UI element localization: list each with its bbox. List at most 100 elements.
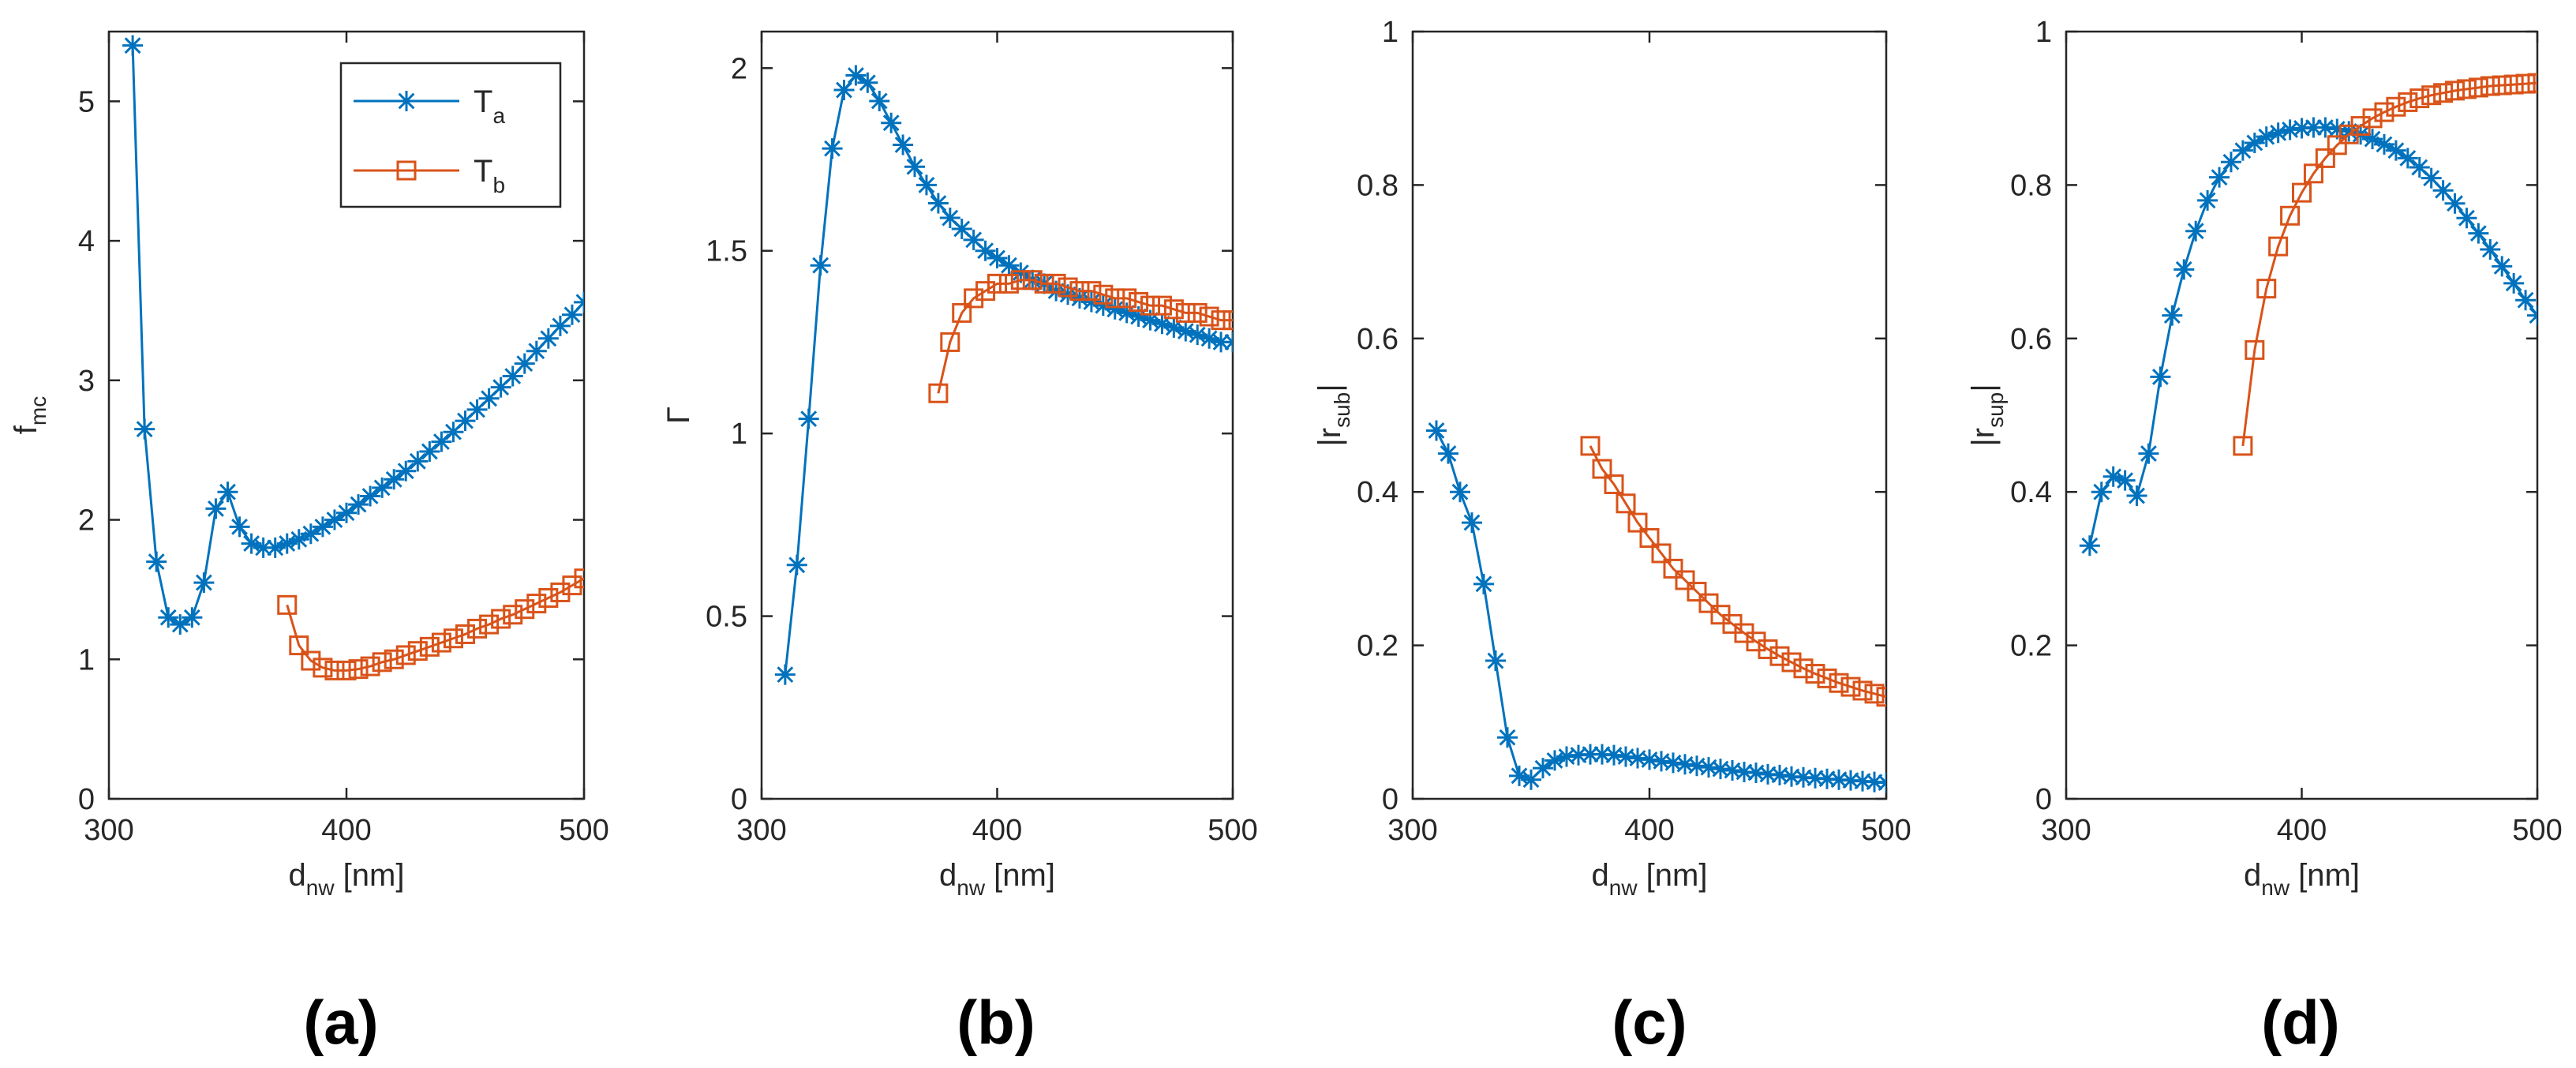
data-point: [1829, 769, 1849, 790]
data-point: [134, 418, 155, 440]
data-point: [407, 641, 428, 661]
data-point: [229, 516, 250, 538]
data-point: [300, 523, 321, 545]
x-tick-label: 400: [2277, 814, 2327, 847]
data-point: [1129, 292, 1149, 313]
panel-label: (c): [1612, 987, 1687, 1057]
data-point: [1805, 664, 1825, 684]
data-point: [2456, 208, 2477, 229]
data-point: [1758, 763, 1778, 785]
data-point: [1651, 543, 1672, 564]
x-tick-label: 500: [1208, 814, 1257, 847]
data-point: [478, 388, 500, 409]
series-ta: [122, 35, 584, 635]
data-point: [1175, 320, 1196, 342]
data-point: [419, 440, 440, 462]
data-point: [2232, 140, 2253, 161]
data-point: [574, 291, 584, 313]
legend: Ta Tb: [339, 62, 562, 208]
y-tick-label: 0: [731, 783, 747, 816]
data-point: [537, 328, 559, 349]
data-point: [2267, 122, 2289, 144]
data-point: [2515, 73, 2536, 94]
data-point: [2527, 73, 2537, 93]
data-point: [372, 477, 393, 498]
data-point: [987, 273, 1007, 294]
data-point: [2279, 119, 2301, 141]
data-point: [1187, 302, 1208, 323]
data-point: [503, 605, 523, 625]
data-point: [182, 607, 203, 628]
x-tick-label: 300: [84, 814, 133, 847]
data-point: [1580, 744, 1601, 765]
data-point: [193, 572, 215, 594]
legend-marker: [396, 160, 417, 181]
data-point: [845, 65, 867, 86]
panel-d: 300 400 500 0 0.2 0.4 0.6 0.8 1 dnw [nm] |rsup|: [1966, 16, 2563, 900]
data-point: [1698, 757, 1719, 778]
data-point: [1128, 306, 1149, 328]
data-point: [2114, 470, 2136, 491]
data-point: [1876, 772, 1886, 793]
data-point: [479, 614, 500, 635]
data-point: [431, 632, 451, 653]
y-axis-label: |rsup|: [1966, 384, 2008, 446]
data-point: [1151, 295, 1172, 316]
data-point: [1116, 302, 1137, 324]
data-point: [2503, 74, 2524, 95]
data-point: [2445, 81, 2466, 101]
data-point: [1497, 727, 1518, 748]
data-point: [952, 302, 972, 323]
data-point: [1462, 512, 1482, 534]
legend-entry-ta: Ta: [354, 84, 505, 128]
data-point: [998, 273, 1019, 294]
data-point: [2503, 272, 2525, 294]
data-point: [798, 408, 819, 429]
y-tick-label: 0: [2035, 783, 2052, 816]
data-point: [550, 582, 571, 602]
data-point: [324, 660, 345, 680]
data-point: [2386, 96, 2406, 117]
y-tick-label: 2: [78, 504, 95, 538]
panel-label: (a): [303, 987, 378, 1057]
data-point: [1140, 309, 1161, 331]
y-tick-label: 1: [78, 643, 95, 676]
series-ta: [2079, 117, 2537, 556]
data-point: [1781, 766, 1802, 787]
y-tick-label: 0.2: [2010, 630, 2052, 663]
data-point: [241, 533, 262, 554]
x-tick-label: 500: [2512, 814, 2562, 847]
data-point: [1187, 324, 1208, 346]
y-tick-label: 0: [1382, 783, 1398, 816]
data-point: [2468, 77, 2488, 98]
x-axis-label: dnw [nm]: [289, 858, 405, 900]
data-point: [2480, 76, 2500, 96]
data-point: [1473, 573, 1494, 594]
data-point: [774, 664, 796, 685]
data-point: [2256, 126, 2277, 148]
data-point: [1864, 684, 1885, 704]
data-point: [1675, 754, 1695, 775]
data-point: [205, 498, 227, 519]
data-point: [1485, 650, 1506, 672]
y-tick-label: 3: [78, 365, 95, 398]
data-point: [360, 656, 380, 676]
x-tick-label: 300: [736, 814, 786, 847]
series-tb: [928, 270, 1233, 403]
data-point: [467, 618, 488, 639]
data-point: [1663, 558, 1683, 579]
data-point: [395, 460, 417, 482]
data-point: [1568, 744, 1589, 766]
data-point: [2362, 108, 2383, 129]
data-point: [2398, 92, 2418, 112]
series-ta: [1426, 420, 1886, 793]
data-point: [2245, 339, 2265, 360]
legend-label: Tb: [474, 154, 505, 197]
x-tick-label: 300: [2041, 814, 2091, 847]
data-point: [822, 138, 843, 159]
data-point: [975, 281, 996, 302]
data-point: [2385, 140, 2406, 161]
data-point: [2292, 182, 2312, 203]
data-point: [1687, 755, 1707, 777]
data-point: [1544, 750, 1565, 771]
